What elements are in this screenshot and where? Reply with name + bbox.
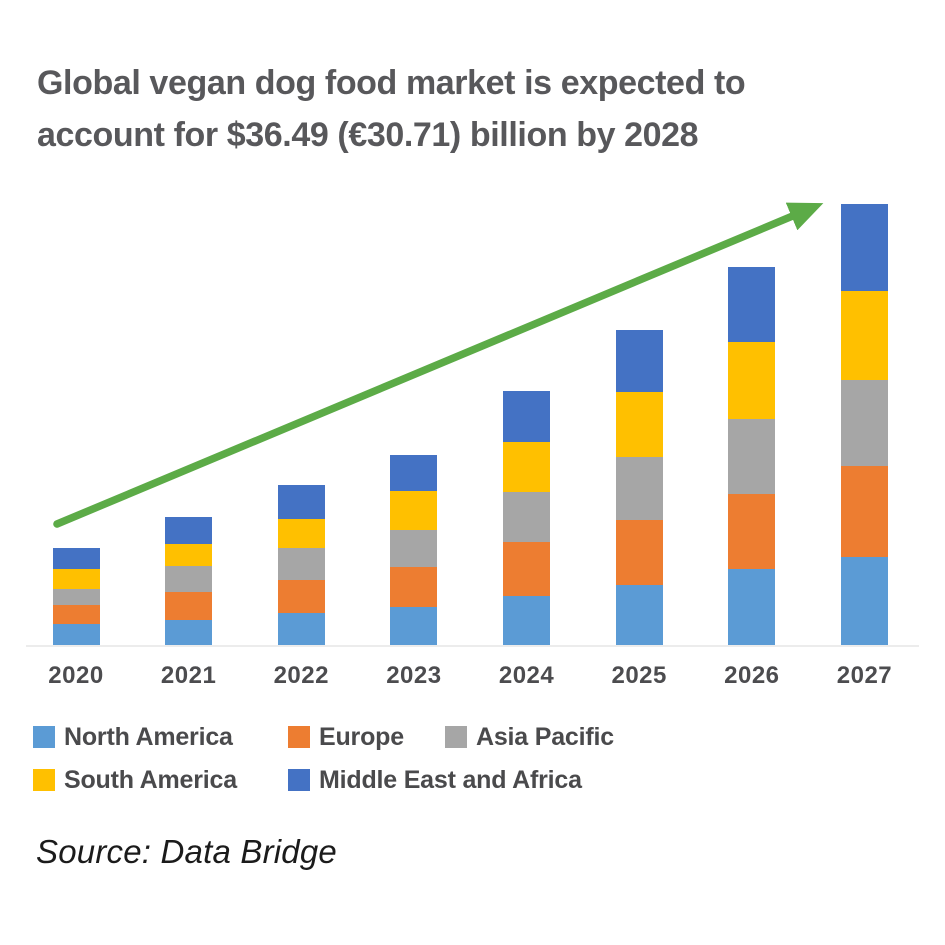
bar-segment-middle-east-and-africa-2021 (165, 517, 213, 544)
legend-item-south-america: South America (33, 765, 237, 794)
source-text: Source: Data Bridge (36, 833, 337, 870)
bar-segment-europe-2024 (503, 542, 551, 597)
bar-segment-north-america-2022 (277, 612, 325, 645)
bar-segment-middle-east-and-africa-2026 (728, 267, 776, 343)
x-axis-label-2026: 2026 (724, 662, 780, 689)
bar-segment-middle-east-and-africa-2025 (615, 330, 663, 393)
bar-segment-north-america-2024 (503, 596, 551, 645)
bar-segment-north-america-2026 (728, 568, 776, 645)
legend-swatch-south-america (33, 769, 55, 791)
legend-label-middle-east-and-africa: Middle East and Africa (319, 765, 582, 794)
legend-item-north-america: North America (33, 722, 233, 751)
bar-segment-asia-pacific-2021 (165, 565, 213, 593)
bar-segment-south-america-2023 (390, 490, 438, 531)
legend-swatch-north-america (33, 726, 55, 748)
bar-segment-south-america-2021 (165, 543, 213, 566)
bar-segment-middle-east-and-africa-2022 (277, 484, 325, 519)
bar-segment-north-america-2020 (52, 624, 100, 645)
legend-label-north-america: North America (64, 722, 233, 751)
bar-segment-south-america-2024 (503, 442, 551, 493)
chart-baseline (26, 645, 919, 647)
x-axis-label-2020: 2020 (48, 662, 104, 689)
bar-segment-asia-pacific-2022 (277, 547, 325, 581)
bar-segment-north-america-2025 (615, 584, 663, 645)
x-axis-label-2023: 2023 (386, 662, 442, 689)
title-line-1: Global vegan dog food market is expected… (37, 64, 746, 102)
bar-segment-north-america-2023 (390, 606, 438, 645)
page-title: Global vegan dog food market is expected… (37, 57, 897, 161)
legend-label-europe: Europe (319, 722, 404, 751)
bar-segment-middle-east-and-africa-2027 (840, 204, 888, 291)
bar-segment-south-america-2020 (52, 568, 100, 590)
bar-segment-north-america-2027 (840, 556, 888, 645)
bar-segment-middle-east-and-africa-2020 (52, 547, 100, 569)
title-line-2: account for $36.49 (€30.71) billion by 2… (37, 116, 699, 154)
bar-segment-asia-pacific-2027 (840, 380, 888, 466)
bar-segment-europe-2027 (840, 465, 888, 557)
x-axis-label-2024: 2024 (498, 662, 555, 689)
bar-segment-asia-pacific-2020 (52, 589, 100, 606)
legend-label-south-america: South America (64, 765, 237, 794)
legend-swatch-asia-pacific (445, 726, 467, 748)
bar-segment-south-america-2025 (615, 392, 663, 457)
legend-item-middle-east-and-africa: Middle East and Africa (288, 765, 582, 794)
bar-segment-middle-east-and-africa-2024 (503, 390, 551, 443)
x-axis-label-2025: 2025 (611, 662, 667, 689)
bar-segment-asia-pacific-2024 (503, 492, 551, 543)
bar-segment-south-america-2027 (840, 290, 888, 381)
bar-segment-europe-2022 (277, 580, 325, 613)
bar-segment-south-america-2022 (277, 518, 325, 548)
legend-swatch-europe (288, 726, 310, 748)
legend-swatch-middle-east-and-africa (288, 769, 310, 791)
x-axis-label-2027: 2027 (836, 662, 893, 689)
bar-segment-middle-east-and-africa-2023 (390, 455, 438, 491)
bar-segment-south-america-2026 (728, 342, 776, 419)
bar-segment-europe-2026 (728, 493, 776, 569)
bar-segment-europe-2025 (615, 520, 663, 585)
bar-segment-europe-2021 (165, 592, 213, 620)
bar-segment-asia-pacific-2026 (728, 418, 776, 494)
bar-segment-europe-2023 (390, 567, 438, 607)
bar-segment-asia-pacific-2025 (615, 456, 663, 521)
bar-segment-asia-pacific-2023 (390, 530, 438, 568)
legend-item-asia-pacific: Asia Pacific (445, 722, 614, 751)
x-axis-label-2022: 2022 (273, 662, 329, 689)
legend-item-europe: Europe (288, 722, 404, 751)
legend-label-asia-pacific: Asia Pacific (476, 722, 614, 751)
bar-segment-north-america-2021 (165, 620, 213, 645)
bar-segment-europe-2020 (52, 605, 100, 625)
x-axis-label-2021: 2021 (160, 662, 217, 689)
